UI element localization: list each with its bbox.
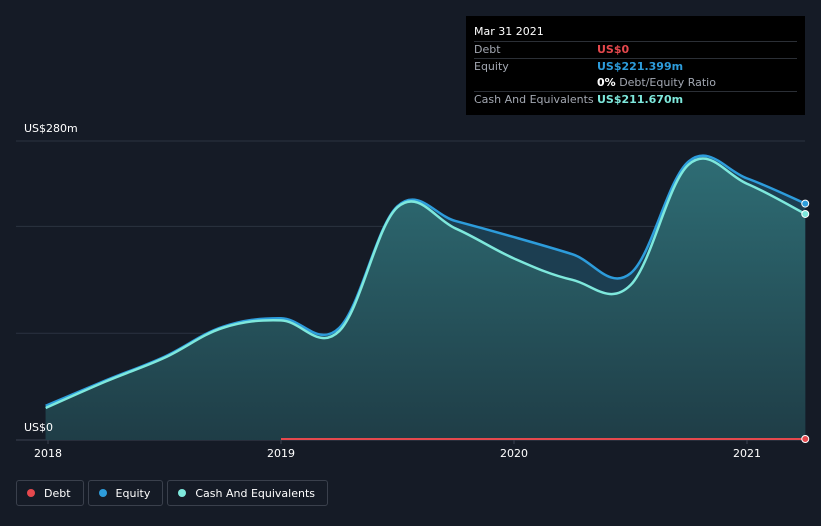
x-tick-label: 2019 (267, 447, 295, 460)
cash-end-marker (801, 209, 810, 218)
tooltip-row-debt: Debt US$0 (474, 41, 797, 58)
equity-end-marker (801, 199, 810, 208)
legend-cash-label: Cash And Equivalents (195, 486, 315, 500)
debt-end-marker (801, 435, 810, 443)
x-tick-label: 2018 (34, 447, 62, 460)
tooltip-row-equity: Equity US$221.399m (474, 58, 797, 75)
x-tick-label: 2020 (500, 447, 528, 460)
y-tick-label: US$0 (24, 421, 53, 434)
chart-legend: Debt Equity Cash And Equivalents (16, 480, 328, 506)
legend-item-equity[interactable]: Equity (87, 480, 164, 506)
tooltip-row-cash: Cash And Equivalents US$211.670m (474, 91, 797, 108)
debt-dot-icon (27, 489, 35, 497)
cash-area (45, 158, 806, 440)
x-tick-label: 2021 (733, 447, 761, 460)
tooltip-equity-label: Equity (474, 60, 509, 73)
tooltip-ratio-value: 0% (597, 76, 616, 89)
legend-item-cash[interactable]: Cash And Equivalents (167, 480, 328, 506)
legend-debt-label: Debt (44, 486, 71, 500)
y-tick-label: US$280m (24, 122, 78, 135)
tooltip-debt-label: Debt (474, 43, 501, 56)
legend-equity-label: Equity (115, 486, 151, 500)
tooltip-row-ratio: 0% Debt/Equity Ratio (474, 75, 797, 91)
legend-item-debt[interactable]: Debt (16, 480, 84, 506)
tooltip-cash-value: US$211.670m (597, 93, 684, 106)
tooltip-panel: Mar 31 2021 Debt US$0 Equity US$221.399m… (466, 16, 805, 115)
tooltip-cash-label: Cash And Equivalents (474, 93, 594, 106)
cash-line (45, 157, 806, 410)
equity-dot-icon (98, 489, 107, 497)
tooltip-date: Mar 31 2021 (474, 25, 544, 38)
tooltip-debt-value: US$0 (597, 43, 630, 56)
cash-dot-icon (178, 489, 187, 497)
tooltip-equity-value: US$221.399m (597, 60, 684, 73)
tooltip-ratio-label: Debt/Equity Ratio (619, 76, 716, 89)
